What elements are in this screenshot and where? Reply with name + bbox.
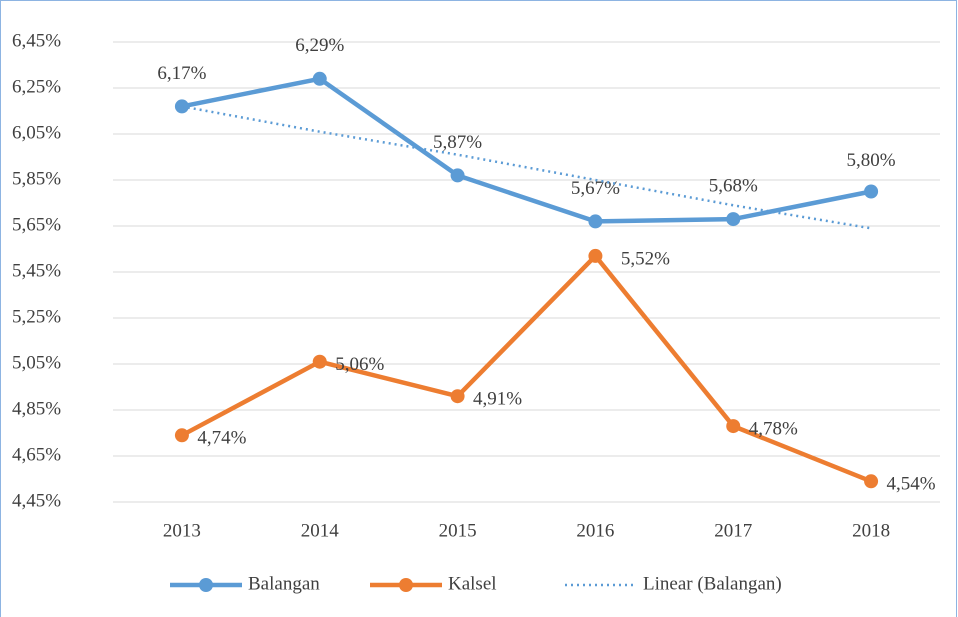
data-label: 6,17% — [157, 63, 206, 84]
x-tick-label: 2015 — [439, 520, 477, 541]
point — [312, 71, 327, 86]
point — [450, 389, 465, 404]
series-line — [180, 253, 872, 484]
y-tick-label: 5,05% — [12, 352, 61, 373]
x-tick-label: 2014 — [301, 520, 340, 541]
data-label: 5,87% — [433, 132, 482, 153]
data-label: 5,52% — [621, 248, 670, 269]
data-label: 5,68% — [709, 175, 758, 196]
legend-label: Balangan — [248, 573, 320, 594]
point — [864, 474, 879, 489]
legend-marker — [399, 578, 413, 592]
data-label: 4,54% — [887, 474, 936, 495]
point — [312, 354, 327, 369]
y-tick-label: 5,45% — [12, 260, 61, 281]
data-label: 4,91% — [473, 389, 522, 410]
point — [726, 419, 741, 434]
y-tick-label: 5,85% — [12, 168, 61, 189]
legend-label: Linear (Balangan) — [643, 573, 782, 594]
series-line — [181, 76, 872, 224]
legend-marker — [199, 578, 213, 592]
point — [450, 168, 465, 183]
data-label: 5,06% — [335, 354, 384, 375]
x-tick-label: 2017 — [714, 520, 752, 541]
point — [174, 428, 189, 443]
data-label: 5,80% — [847, 150, 896, 171]
y-tick-label: 4,85% — [12, 398, 61, 419]
point — [726, 212, 741, 227]
y-tick-label: 4,65% — [12, 444, 61, 465]
point — [588, 248, 603, 263]
y-tick-label: 5,65% — [12, 214, 61, 235]
data-label: 4,74% — [197, 428, 246, 449]
legend-label: Kalsel — [448, 573, 497, 594]
point — [588, 214, 603, 229]
point — [864, 184, 879, 199]
y-tick-label: 6,25% — [12, 76, 61, 97]
data-label: 6,29% — [295, 35, 344, 56]
x-tick-label: 2016 — [576, 520, 614, 541]
x-tick-label: 2013 — [163, 520, 201, 541]
x-tick-label: 2018 — [852, 520, 890, 541]
trend-line — [181, 105, 872, 230]
y-tick-label: 5,25% — [12, 306, 61, 327]
data-label: 4,78% — [749, 418, 798, 439]
y-tick-label: 6,05% — [12, 122, 61, 143]
y-tick-label: 6,45% — [12, 30, 61, 51]
y-tick-label: 4,45% — [12, 490, 61, 511]
